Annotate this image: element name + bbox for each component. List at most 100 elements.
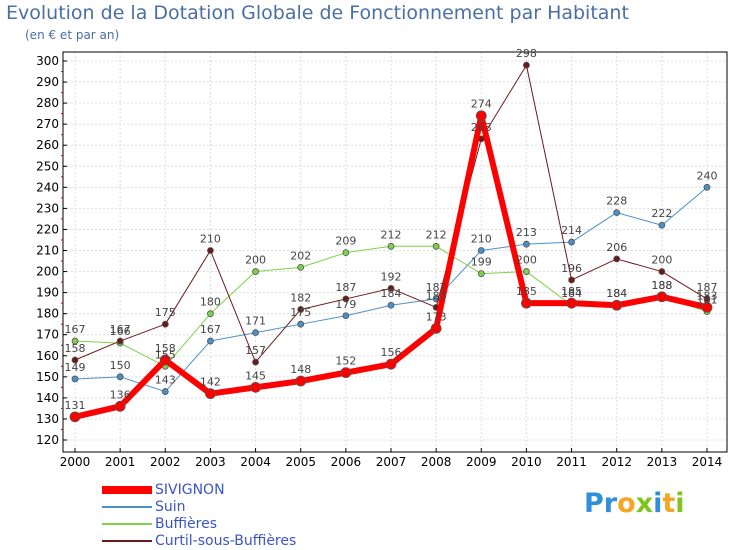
x-tick-label: 2007 [376, 455, 407, 469]
x-tick-label: 2008 [421, 455, 452, 469]
data-point [252, 329, 259, 337]
data-point [340, 367, 352, 379]
data-point [71, 375, 79, 383]
data-label: 200 [516, 254, 537, 267]
data-point [71, 356, 79, 364]
y-tick-label: 190 [36, 286, 59, 300]
logo-letter: o [617, 488, 636, 519]
data-point [161, 388, 169, 395]
data-label: 148 [290, 363, 311, 376]
data-point [297, 263, 305, 271]
data-point [703, 295, 711, 303]
data-point [161, 320, 169, 328]
data-point [207, 337, 214, 345]
y-tick-label: 210 [36, 244, 59, 258]
data-point [116, 337, 124, 345]
legend-label: Suin [155, 499, 186, 515]
data-label: 167 [200, 323, 221, 336]
data-point [703, 183, 711, 191]
data-point [611, 299, 623, 311]
data-point [252, 268, 259, 275]
y-tick-label: 240 [36, 180, 59, 194]
data-point [521, 297, 532, 309]
data-label: 213 [516, 226, 537, 239]
legend-label: SIVIGNON [155, 482, 225, 498]
logo-letter: r [603, 488, 618, 519]
data-point [297, 320, 305, 328]
data-point [385, 358, 397, 370]
data-label: 185 [561, 285, 582, 298]
x-tick-label: 2005 [285, 455, 316, 469]
plot-area [62, 51, 728, 453]
data-point [71, 337, 79, 345]
data-point [523, 240, 530, 248]
data-label: 152 [335, 355, 356, 368]
data-point [387, 284, 395, 292]
data-label: 187 [335, 281, 356, 294]
series-lines [69, 61, 713, 423]
legend-label: Buffières [155, 516, 217, 532]
y-tick-label: 170 [36, 328, 59, 342]
y-tick-label: 290 [36, 75, 59, 89]
data-label: 202 [290, 249, 311, 262]
data-point [658, 221, 666, 229]
x-tick-label: 2013 [647, 455, 678, 469]
data-point [523, 61, 530, 69]
y-tick-label: 140 [36, 391, 59, 405]
data-point [477, 247, 485, 254]
data-label: 184 [561, 287, 582, 300]
data-label: 183 [697, 289, 718, 302]
data-label: 143 [155, 374, 176, 387]
data-label: 181 [697, 294, 718, 307]
data-point [342, 295, 350, 303]
data-point [523, 268, 530, 275]
data-point [207, 247, 214, 254]
data-label: 180 [200, 296, 221, 309]
data-label: 212 [426, 228, 447, 241]
data-label: 155 [155, 348, 176, 361]
x-tick-label: 2014 [692, 455, 723, 469]
y-tick-label: 180 [36, 307, 59, 321]
logo-letter: i [675, 488, 685, 519]
data-labels: 149 150 143 167 171 175 179 184 187 210 213 214 228 2… [65, 47, 718, 412]
data-label: 263 [471, 121, 492, 134]
data-label: 206 [606, 241, 627, 254]
data-label: 184 [606, 287, 627, 300]
x-tick-label: 2012 [601, 455, 632, 469]
data-label: 158 [155, 342, 176, 355]
y-tick-label: 150 [36, 370, 59, 384]
data-point [205, 388, 216, 400]
data-label: 240 [697, 169, 718, 182]
data-label: 183 [426, 289, 447, 302]
data-point [342, 249, 350, 257]
data-label: 158 [65, 342, 86, 355]
data-label: 199 [471, 256, 492, 269]
data-label: 214 [561, 224, 582, 237]
x-tick-label: 2004 [240, 455, 271, 469]
y-tick-label: 120 [36, 433, 59, 447]
data-label: 209 [335, 235, 356, 248]
data-point [159, 354, 171, 366]
chart-title: Evolution de la Dotation Globale de Fonc… [6, 2, 629, 24]
data-label: 184 [381, 287, 402, 300]
data-point [656, 291, 668, 303]
x-tick-label: 2001 [105, 455, 136, 469]
data-label: 200 [651, 254, 672, 267]
data-point [69, 411, 81, 423]
data-label: 185 [516, 285, 537, 298]
logo-letter: i [653, 488, 663, 519]
x-tick-label: 2011 [556, 455, 587, 469]
y-tick-label: 160 [36, 349, 59, 363]
legend-swatch [102, 486, 152, 494]
data-label: 171 [245, 315, 266, 328]
data-label: 166 [110, 325, 131, 338]
data-label: 173 [426, 310, 447, 323]
chart-subtitle: (en € et par an) [25, 28, 120, 42]
data-label: 149 [65, 361, 86, 374]
x-tick-label: 2009 [466, 455, 497, 469]
x-tick-label: 2002 [150, 455, 181, 469]
data-label: 145 [245, 369, 266, 382]
y-tick-label: 300 [36, 54, 59, 68]
y-tick-label: 260 [36, 138, 59, 152]
